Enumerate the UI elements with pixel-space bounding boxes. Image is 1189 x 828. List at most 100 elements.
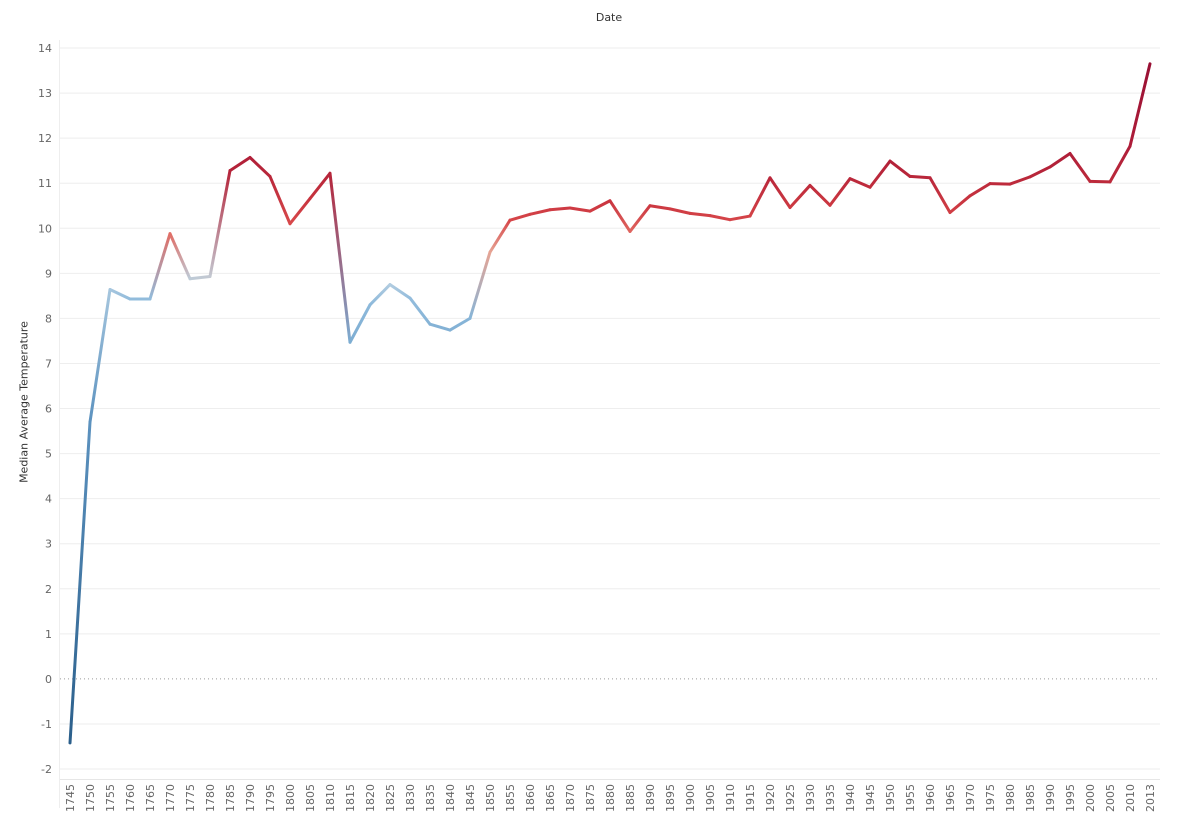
line-segment[interactable] [408,296,432,326]
line-segment[interactable] [88,288,112,424]
gridlines [59,40,1160,808]
line-segment[interactable] [208,169,232,278]
chart-title: Date [595,11,623,24]
x-tick-label: 1750 [84,784,97,812]
line-segment[interactable] [348,303,372,344]
x-tick-label: 1900 [684,784,697,812]
x-tick-label: 1895 [664,784,677,812]
line-segment[interactable] [488,218,512,254]
line-segment[interactable] [848,177,872,189]
x-tick-label: 1760 [124,784,137,812]
line-segment[interactable] [588,199,612,213]
line-segment[interactable] [68,420,92,745]
x-tick-label: 1950 [884,784,897,812]
x-tick-label: 1855 [504,784,517,812]
x-tick-label: 1770 [164,784,177,812]
x-tick-label: 1880 [604,784,617,812]
line-segment[interactable] [1028,165,1052,179]
x-tick-label: 1890 [644,784,657,812]
line-segment[interactable] [948,194,972,214]
line-segment[interactable] [548,206,572,212]
line-segment[interactable] [468,250,492,320]
line-segment[interactable] [228,156,252,173]
line-segment[interactable] [1108,144,1132,184]
line-segment[interactable] [728,214,752,222]
line-segment[interactable] [528,208,552,216]
line-segment[interactable] [708,214,732,222]
y-tick-label: 4 [45,493,52,506]
line-segment[interactable] [888,159,912,178]
y-tick-label: 9 [45,267,52,280]
x-tick-label: 2013 [1144,784,1157,812]
line-segment[interactable] [868,159,892,189]
y-tick-label: -1 [41,718,52,731]
x-tick-label: 2000 [1084,784,1097,812]
line-segment[interactable] [1048,151,1072,169]
x-tick-label: 1755 [104,784,117,812]
x-tick-label: 1825 [384,784,397,812]
x-tick-label: 1975 [984,784,997,812]
line-segment[interactable] [608,199,632,233]
x-tick-label: 1805 [304,784,317,812]
line-segment[interactable] [268,174,292,226]
y-tick-label: -2 [41,763,52,776]
y-tick-label: 13 [38,87,52,100]
line-segment[interactable] [828,177,852,207]
line-segment[interactable] [368,283,392,307]
line-segment[interactable] [648,204,672,211]
x-tick-label: 1885 [624,784,637,812]
x-tick-label: 1910 [724,784,737,812]
y-tick-label: 1 [45,628,52,641]
line-segment[interactable] [428,322,452,332]
x-tick-label: 1945 [864,784,877,812]
x-tick-label: 1875 [584,784,597,812]
y-tick-label: 8 [45,312,52,325]
temperature-series[interactable] [68,62,1152,745]
line-segment[interactable] [668,207,692,215]
line-segment[interactable] [808,183,832,207]
line-segment[interactable] [188,274,212,281]
y-tick-label: 12 [38,132,52,145]
x-tick-label: 1925 [784,784,797,812]
line-segment[interactable] [788,183,812,210]
line-segment[interactable] [908,174,932,180]
x-axis-ticks: 1745 1750 1755 1760 1765 1770 1775 1780 1785 1790… [64,784,1157,812]
line-segment[interactable] [248,156,272,178]
x-tick-label: 1820 [364,784,377,812]
line-segment[interactable] [1068,151,1092,183]
y-tick-label: 11 [38,177,52,190]
line-segment[interactable] [328,171,352,344]
line-segment[interactable] [108,288,132,301]
line-segment[interactable] [508,212,532,222]
x-tick-label: 1920 [764,784,777,812]
y-tick-label: 7 [45,357,52,370]
line-segment[interactable] [168,232,192,281]
line-segment[interactable] [1008,175,1032,186]
line-segment[interactable] [388,283,412,300]
line-segment[interactable] [308,171,332,201]
line-segment[interactable] [928,176,952,214]
x-tick-label: 1795 [264,784,277,812]
x-tick-label: 1815 [344,784,357,812]
line-segment[interactable] [968,182,992,198]
y-tick-label: 10 [38,222,52,235]
x-tick-label: 1995 [1064,784,1077,812]
line-segment[interactable] [628,204,652,233]
line-segment[interactable] [1128,62,1152,148]
line-segment[interactable] [288,197,312,226]
line-segment[interactable] [568,206,592,213]
line-segment[interactable] [448,316,472,332]
y-tick-label: 14 [38,42,52,55]
line-segment[interactable] [768,176,792,210]
line-segment[interactable] [688,211,712,218]
x-tick-label: 1990 [1044,784,1057,812]
line-segment[interactable] [748,176,772,218]
x-tick-label: 1935 [824,784,837,812]
line-segment[interactable] [148,232,172,301]
y-tick-label: 5 [45,448,52,461]
x-tick-label: 1775 [184,784,197,812]
y-tick-label: 0 [45,673,52,686]
x-tick-label: 1780 [204,784,217,812]
x-tick-label: 1785 [224,784,237,812]
